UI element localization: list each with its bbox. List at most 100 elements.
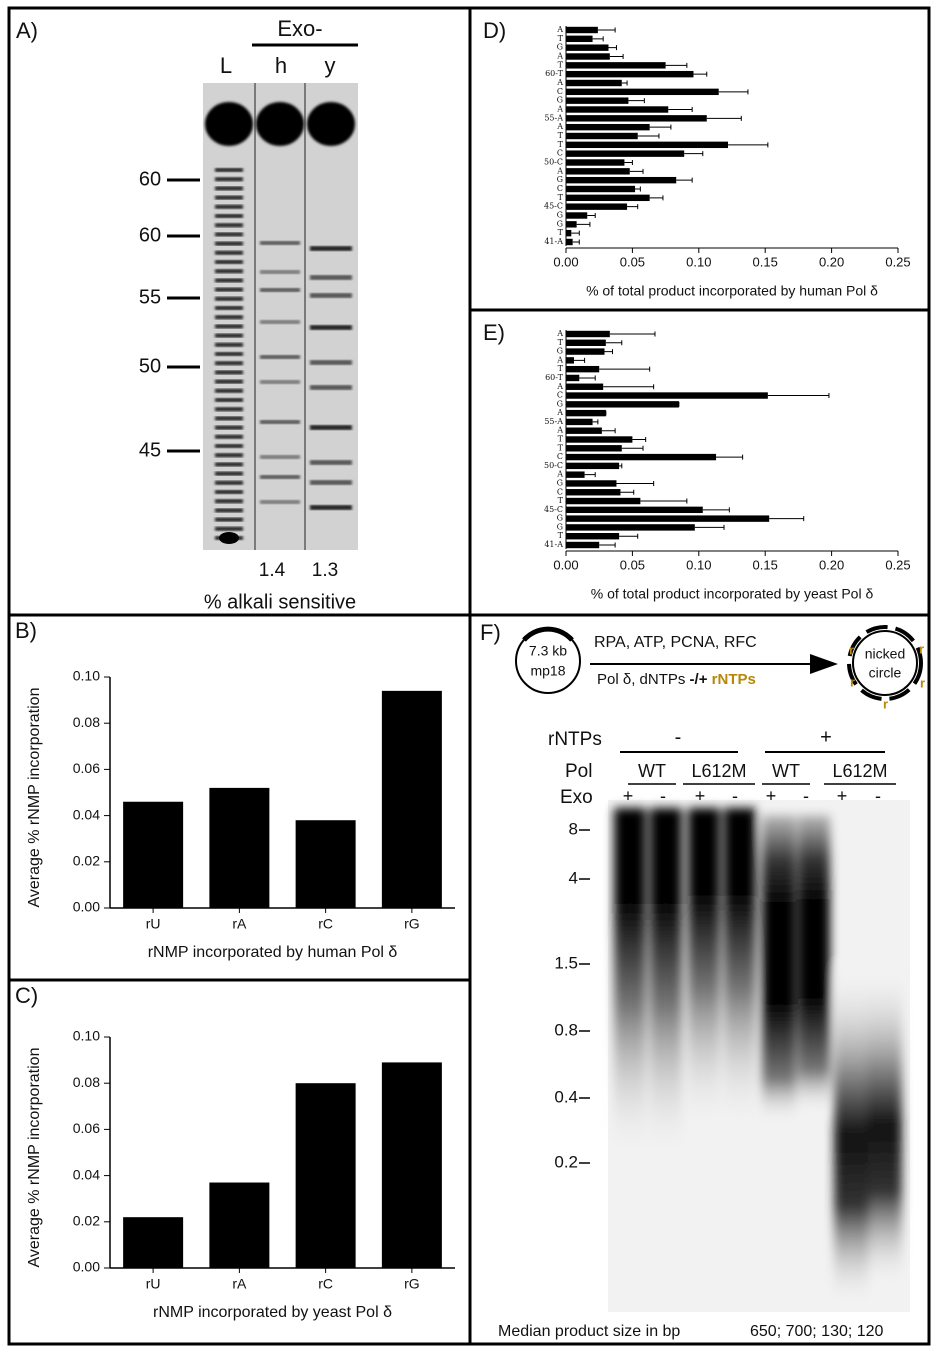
error-bar bbox=[571, 230, 580, 236]
error-bar bbox=[605, 340, 623, 346]
pol-label: L612M bbox=[691, 761, 746, 781]
bar bbox=[566, 70, 694, 78]
ladder-band bbox=[215, 526, 243, 531]
bar bbox=[566, 35, 593, 43]
caption: % alkali sensitive bbox=[204, 591, 356, 613]
exo-state: - bbox=[803, 786, 809, 806]
lane-label: y bbox=[325, 53, 336, 78]
bar bbox=[566, 159, 625, 166]
error-bar bbox=[621, 445, 644, 451]
size-marker: 60 bbox=[139, 168, 161, 190]
ladder-band bbox=[215, 471, 243, 476]
bar bbox=[566, 176, 677, 184]
category-label: A bbox=[556, 426, 563, 435]
category-label: A bbox=[556, 78, 563, 87]
x-tick-label: 0.15 bbox=[753, 557, 778, 572]
ribo-mark: r bbox=[919, 641, 924, 656]
panel-label: B) bbox=[15, 618, 37, 643]
ladder-band bbox=[215, 342, 243, 347]
y-tick-label: 0.02 bbox=[73, 1213, 100, 1229]
band bbox=[260, 288, 300, 292]
category-label: 45-C bbox=[544, 505, 563, 514]
x-tick-label: 0.00 bbox=[553, 557, 578, 572]
bar bbox=[566, 515, 770, 522]
error-bar bbox=[597, 27, 616, 33]
bar bbox=[566, 506, 703, 514]
bar bbox=[381, 1062, 442, 1268]
y-tick-label: 0.00 bbox=[73, 899, 100, 915]
size-marker: 4 bbox=[569, 868, 578, 887]
error-bar bbox=[676, 177, 693, 183]
category-label: C bbox=[557, 184, 563, 193]
ladder-band bbox=[215, 361, 243, 366]
category-label: A bbox=[556, 166, 563, 175]
bar bbox=[566, 238, 573, 246]
y-tick-label: 0.06 bbox=[73, 1120, 100, 1136]
bar bbox=[566, 132, 638, 140]
ladder-band bbox=[215, 269, 243, 274]
category-label: C bbox=[557, 487, 563, 496]
category-label: G bbox=[557, 219, 563, 228]
ladder-band bbox=[215, 453, 243, 458]
error-bar bbox=[579, 375, 596, 381]
category-label: T bbox=[558, 131, 564, 140]
x-tick-label: 0.05 bbox=[620, 557, 645, 572]
category-label: G bbox=[557, 175, 563, 184]
error-bar bbox=[632, 437, 647, 442]
ladder-band bbox=[215, 296, 243, 301]
ladder-band bbox=[215, 214, 243, 218]
plasmid-size: 7.3 kb bbox=[529, 643, 567, 659]
error-bar bbox=[640, 498, 688, 504]
ladder-band bbox=[215, 407, 243, 412]
error-bar bbox=[616, 480, 655, 486]
error-bar bbox=[572, 239, 580, 245]
size-marker: 45 bbox=[139, 439, 161, 461]
band bbox=[310, 425, 352, 430]
nicked-circle bbox=[852, 630, 918, 696]
error-bar bbox=[587, 213, 596, 218]
category-label: G bbox=[557, 399, 563, 408]
ribo-mark: r bbox=[849, 642, 854, 657]
bar bbox=[381, 690, 442, 908]
error-bar bbox=[573, 357, 586, 363]
category-label: A bbox=[556, 105, 563, 114]
category-label: A bbox=[556, 52, 563, 61]
exo-state: + bbox=[623, 786, 634, 806]
bar bbox=[123, 1217, 184, 1268]
band bbox=[310, 460, 352, 465]
bar bbox=[566, 374, 580, 382]
error-bar bbox=[599, 542, 616, 548]
bar bbox=[566, 339, 606, 346]
category-label: 50-C bbox=[544, 158, 563, 167]
bar bbox=[566, 141, 729, 149]
x-tick-label: 0.10 bbox=[686, 557, 711, 572]
error-bar bbox=[592, 419, 599, 425]
bar bbox=[566, 462, 620, 470]
category-label: T bbox=[558, 338, 564, 347]
reagents: RPA, ATP, PCNA, RFC bbox=[594, 634, 757, 651]
error-bar bbox=[649, 195, 664, 201]
y-tick-label: 0.10 bbox=[73, 668, 100, 684]
lane-value: 1.3 bbox=[312, 560, 338, 581]
ladder-band bbox=[215, 168, 243, 172]
category-label: T bbox=[558, 435, 564, 444]
band bbox=[260, 270, 300, 274]
error-bar bbox=[592, 36, 604, 42]
size-markers: 8 4 1.5 0.8 0.4 0.2 bbox=[554, 819, 590, 1171]
ribo-mark: r bbox=[850, 674, 855, 689]
ladder-band bbox=[215, 388, 243, 393]
error-bar bbox=[576, 221, 591, 227]
bar bbox=[209, 787, 270, 908]
bar bbox=[295, 820, 356, 908]
band bbox=[310, 480, 352, 485]
category-label: G bbox=[557, 43, 563, 52]
band bbox=[260, 241, 300, 245]
ladder-band bbox=[215, 223, 243, 228]
x-axis-label: % of total product incorporated by yeast… bbox=[591, 586, 874, 602]
bar bbox=[123, 801, 184, 908]
category-label: G bbox=[557, 347, 563, 356]
category-label: A bbox=[556, 382, 563, 391]
exo-state: - bbox=[875, 786, 881, 806]
bar bbox=[566, 79, 622, 87]
